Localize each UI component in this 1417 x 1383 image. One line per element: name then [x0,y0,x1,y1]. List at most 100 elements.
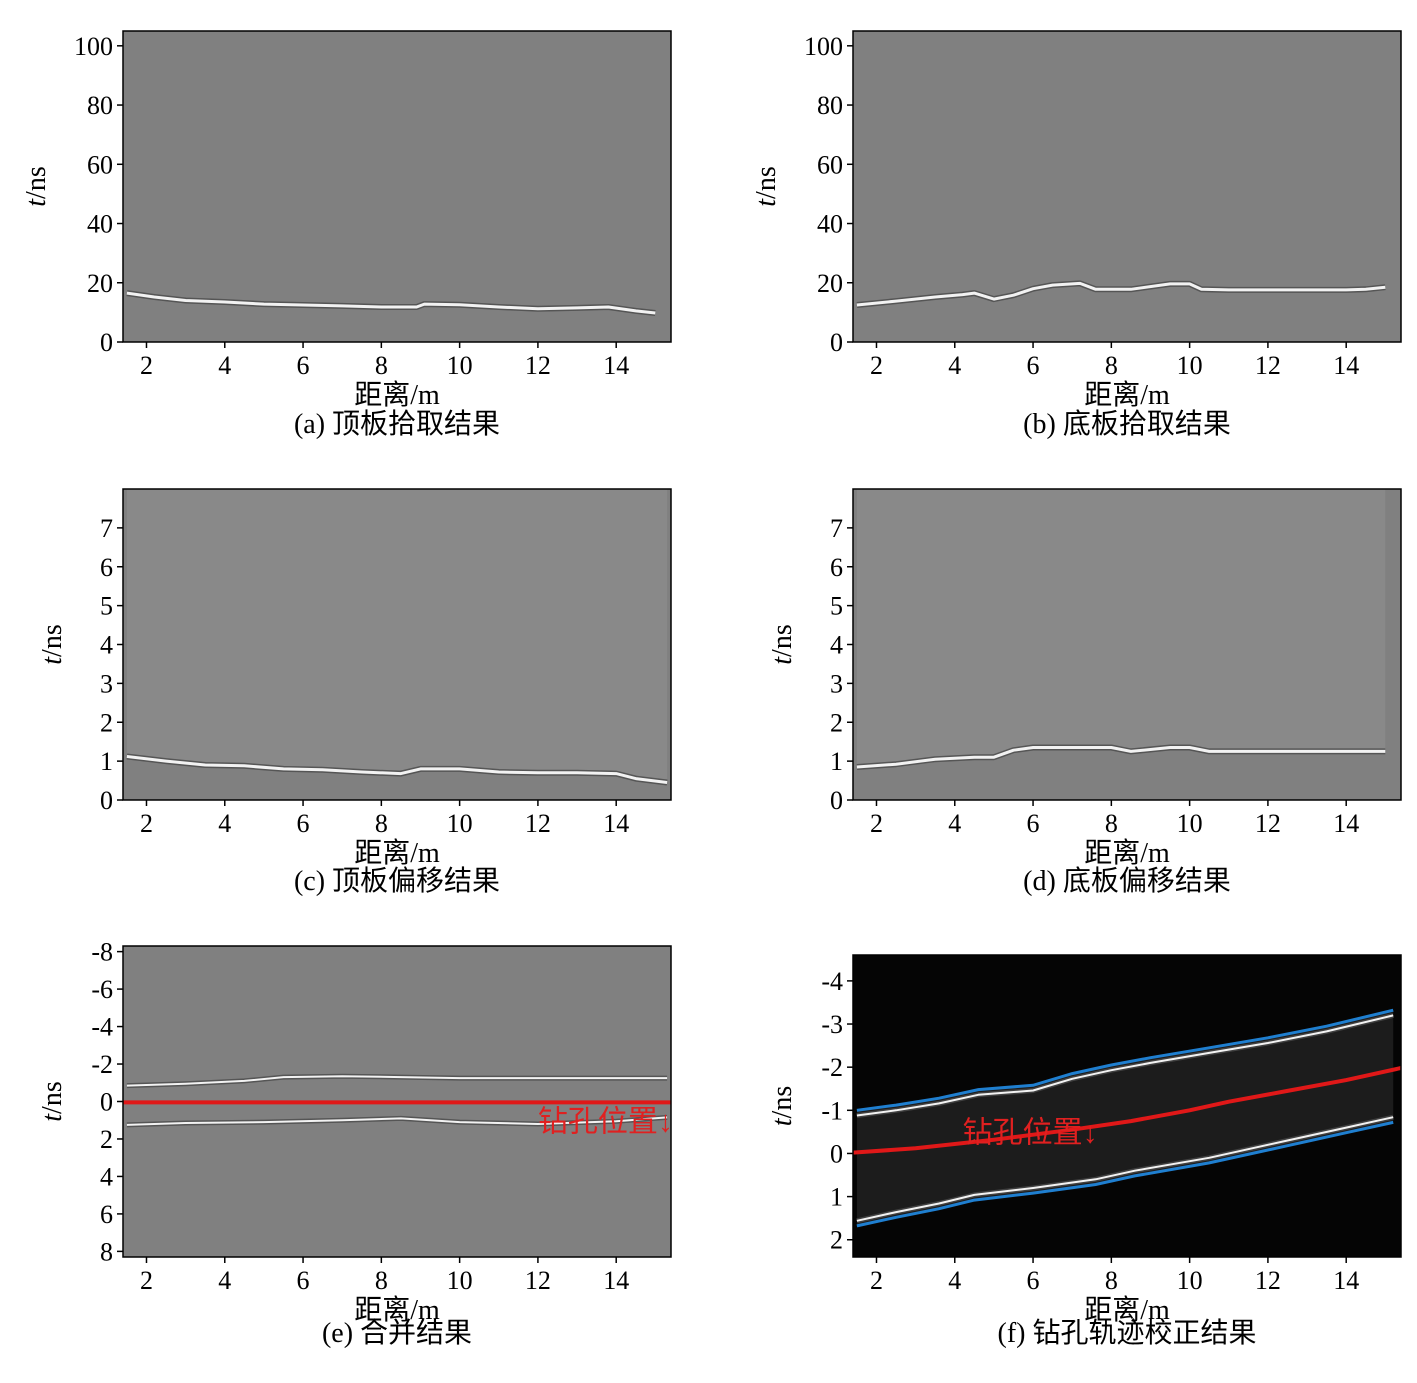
lower-boundary-f [856,1008,1394,1112]
y-tick-label: -6 [91,975,113,1004]
x-tick-label: 10 [447,1266,473,1295]
y-axis-label: t/ns [751,166,782,206]
y-tick-label: 4 [100,631,113,660]
y-tick-label: 7 [830,514,843,543]
borehole-annotation-e: 钻孔位置↓ [538,1105,673,1138]
y-tick-label: 60 [87,150,113,179]
y-tick-label: 2 [100,1125,113,1154]
plot-frame-f [852,954,1402,1258]
x-axis-label: 距离/m [354,837,440,869]
y-tick-label: 80 [87,91,113,120]
x-tick-label: 10 [447,351,473,380]
plot-area-d [856,489,1386,770]
plot-area-c [126,489,668,786]
y-tick-label: 5 [100,592,113,621]
x-axis-label: 距离/m [1084,837,1170,869]
caption-e: (e) 合并结果 [322,1317,472,1349]
y-axis-label: t/ns [37,1081,68,1121]
reflector-line-a [126,291,656,315]
reflector-line-c [126,755,668,784]
x-tick-label: 6 [1027,1266,1040,1295]
upper-streak-f [856,1116,1394,1222]
x-tick-label: 12 [525,809,551,838]
caption-d: (d) 底板偏移结果 [1023,865,1231,897]
y-axis-label: t/ns [37,624,68,664]
x-tick-label: 14 [1333,351,1359,380]
x-tick-label: 12 [1255,351,1281,380]
x-tick-label: 10 [1177,351,1203,380]
y-tick-label: 6 [100,553,113,582]
y-tick-label: 2 [100,708,113,737]
interior-band-f [856,1010,1394,1226]
x-tick-label: 8 [375,351,388,380]
x-tick-label: 10 [1177,1266,1203,1295]
y-tick-label: 20 [817,269,843,298]
plot-background-a [123,31,671,342]
y-tick-label: 1 [830,747,843,776]
y-tick-label: 40 [87,210,113,239]
x-tick-label: 6 [297,1266,310,1295]
y-tick-label: -4 [821,967,843,996]
plot-frame-b [852,30,1402,343]
y-tick-label: 100 [804,32,843,61]
y-tick-label: 2 [830,1226,843,1255]
plot-area-e: 钻孔位置↓ [123,1073,673,1138]
texture-band-c [126,489,668,783]
x-tick-label: 2 [870,1266,883,1295]
y-tick-label: 0 [830,1139,843,1168]
x-tick-label: 4 [948,351,961,380]
x-tick-label: 14 [1333,809,1359,838]
x-tick-label: 12 [525,351,551,380]
x-tick-label: 8 [1105,351,1118,380]
y-tick-label: 7 [100,514,113,543]
y-tick-label: 5 [830,592,843,621]
x-tick-label: 8 [375,809,388,838]
y-tick-label: 0 [100,328,113,357]
x-tick-label: 4 [218,809,231,838]
x-tick-label: 6 [297,809,310,838]
caption-b: (b) 底板拾取结果 [1023,408,1231,440]
y-axis-label: t/ns [21,166,52,206]
y-tick-label: 8 [100,1237,113,1266]
y-tick-label: 1 [830,1183,843,1212]
y-tick-label: 0 [830,786,843,815]
x-tick-label: 8 [1105,1266,1118,1295]
caption-c: (c) 顶板偏移结果 [294,865,500,897]
x-tick-label: 10 [1177,809,1203,838]
plot-area-a [126,290,656,316]
y-tick-label: -3 [821,1010,843,1039]
x-tick-label: 12 [1255,809,1281,838]
y-tick-label: 0 [100,1088,113,1117]
y-tick-label: -4 [91,1013,113,1042]
y-tick-label: 1 [100,747,113,776]
x-tick-label: 8 [1105,809,1118,838]
x-tick-label: 14 [1333,1266,1359,1295]
x-axis-label: 距离/m [354,1294,440,1326]
y-tick-label: 6 [100,1200,113,1229]
reflector-line-b [856,281,1386,307]
x-tick-label: 6 [1027,351,1040,380]
panel-a: 2 4 6 8 10 12 14 0 20 40 60 80 100 距离/m t/ns (a) 顶板拾取结果 [21,30,672,440]
x-tick-label: 12 [525,1266,551,1295]
plot-area-f: 钻孔位置↓ [853,1008,1401,1228]
y-tick-label: 2 [830,708,843,737]
y-tick-label: 80 [817,91,843,120]
upper-boundary-f [856,1120,1394,1228]
y-tick-label: 0 [100,786,113,815]
x-tick-label: 2 [140,809,153,838]
y-tick-label: 6 [830,553,843,582]
y-tick-label: 0 [830,328,843,357]
y-tick-label: -8 [91,938,113,967]
x-tick-label: 4 [218,1266,231,1295]
x-tick-label: 4 [948,809,961,838]
y-tick-label: 4 [100,1162,113,1191]
panel-e: 钻孔位置↓ 2 4 6 8 10 12 14 8 6 4 2 0 -2 -4 -6 -8 距离/m t/ns (e) … [37,938,673,1349]
y-tick-label: -2 [91,1050,113,1079]
x-tick-label: 10 [447,809,473,838]
y-tick-label: 20 [87,269,113,298]
borehole-line-f [853,1066,1401,1155]
x-tick-label: 2 [140,351,153,380]
y-axis-label: t/ns [767,624,798,664]
x-tick-label: 4 [218,351,231,380]
